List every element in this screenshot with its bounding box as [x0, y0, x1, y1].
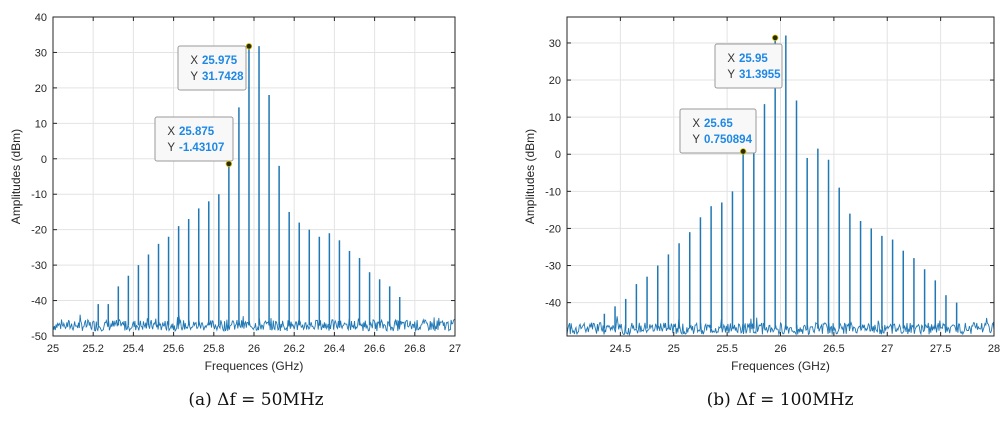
x-ticks: 25 25.2 25.4 25.6 25.8 26 26.2 26.4 26.6 26.8 27 — [47, 17, 461, 355]
x-ticks: 24.5 25 25.5 26 26.5 27 27.5 28 — [610, 17, 1000, 355]
x-axis-label: Frequences (GHz) — [205, 359, 304, 373]
x-tick-label: 27 — [449, 343, 461, 355]
datatip-y-key: Y — [190, 71, 198, 83]
datatip: X 25.65 Y 0.750894 — [679, 108, 757, 155]
y-tick-label: -40 — [545, 298, 561, 310]
y-ticks: -50 -40 -30 -20 -10 0 10 20 30 40 — [31, 12, 455, 343]
chart-b: 24.5 25 25.5 26 26.5 27 27.5 28 -40 -30 -20 -10 0 10 2… — [523, 16, 1000, 410]
x-tick-label: 26.8 — [404, 343, 425, 355]
datatip-y-value: 31.7428 — [202, 71, 244, 83]
x-tick-label: 24.5 — [610, 343, 631, 355]
y-tick-label: 30 — [549, 38, 561, 50]
y-tick-label: 30 — [35, 47, 47, 59]
y-axis-label: Amplitudes (dBm) — [9, 129, 23, 224]
datatip-x-value: 25.95 — [739, 53, 768, 65]
x-tick-label: 25.4 — [123, 343, 144, 355]
datatip-y-key: Y — [727, 69, 735, 81]
x-tick-label: 27 — [881, 343, 893, 355]
x-tick-label: 26.4 — [324, 343, 345, 355]
datatip-y-value: -1.43107 — [179, 142, 224, 154]
datatip-y-key: Y — [167, 142, 175, 154]
y-tick-label: -30 — [545, 261, 561, 273]
x-axis-label: Frequences (GHz) — [731, 359, 830, 373]
x-tick-label: 26 — [248, 343, 260, 355]
x-tick-label: 27.5 — [930, 343, 951, 355]
x-tick-label: 28 — [988, 343, 1000, 355]
datatip-box — [714, 43, 783, 89]
datatip-marker — [739, 148, 747, 155]
y-tick-label: 0 — [41, 154, 47, 166]
chart-a: 25 25.2 25.4 25.6 25.8 26 26.2 26.4 26.6 26.8 27-5… — [9, 12, 461, 410]
y-tick-label: -40 — [31, 296, 47, 308]
datatip-y-value: 31.3955 — [739, 69, 781, 81]
y-tick-label: -30 — [31, 260, 47, 272]
y-axis-label: Amplitudes (dBm) — [523, 129, 537, 224]
y-tick-label: -20 — [31, 225, 47, 237]
y-tick-label: 20 — [549, 75, 561, 87]
datatip-marker — [245, 43, 253, 50]
datatip: X 25.875 Y -1.43107 — [154, 116, 234, 168]
datatip-marker — [771, 34, 779, 41]
x-tick-label: 25.2 — [82, 343, 103, 355]
spectral-lines — [603, 35, 958, 329]
x-tick-label: 26.5 — [823, 343, 844, 355]
datatip-box — [177, 45, 247, 91]
datatip-y-value: 0.750894 — [704, 134, 753, 146]
chart-caption: (a) Δf = 50MHz — [188, 390, 323, 410]
chart-caption: (b) Δf = 100MHz — [707, 390, 854, 410]
y-tick-label: -10 — [545, 186, 561, 198]
x-tick-label: 25.6 — [163, 343, 184, 355]
y-tick-label: 10 — [35, 118, 47, 130]
y-tick-label: -10 — [31, 189, 47, 201]
y-tick-label: 20 — [35, 83, 47, 95]
x-tick-label: 25.5 — [716, 343, 737, 355]
y-tick-label: 40 — [35, 12, 47, 24]
datatip: X 25.975 Y 31.7428 — [177, 43, 253, 91]
datatip-x-key: X — [727, 53, 735, 65]
datatip-x-key: X — [167, 126, 175, 138]
x-tick-label: 25 — [668, 343, 680, 355]
datatip-x-value: 25.975 — [202, 55, 238, 67]
y-tick-label: -20 — [545, 223, 561, 235]
noise-trace — [566, 316, 995, 337]
datatip-marker — [225, 160, 233, 168]
x-tick-label: 25.8 — [203, 343, 224, 355]
noise-trace — [52, 314, 456, 333]
y-tick-label: 0 — [555, 149, 561, 161]
datatip-x-value: 25.65 — [704, 118, 733, 130]
y-tick-label: 10 — [549, 112, 561, 124]
y-ticks: -40 -30 -20 -10 0 10 20 30 — [545, 38, 994, 310]
datatip: X 25.95 Y 31.3955 — [714, 34, 783, 89]
datatip-box — [679, 108, 757, 154]
datatip-y-key: Y — [692, 134, 700, 146]
datatip-box — [154, 116, 234, 162]
spectral-lines — [97, 46, 401, 326]
x-tick-label: 26 — [774, 343, 786, 355]
datatip-x-key: X — [692, 118, 700, 130]
datatip-x-key: X — [190, 55, 198, 67]
x-tick-label: 25 — [47, 343, 59, 355]
x-tick-label: 26.2 — [283, 343, 304, 355]
datatip-x-value: 25.875 — [179, 126, 215, 138]
y-tick-label: -50 — [31, 331, 47, 343]
x-tick-label: 26.6 — [364, 343, 385, 355]
